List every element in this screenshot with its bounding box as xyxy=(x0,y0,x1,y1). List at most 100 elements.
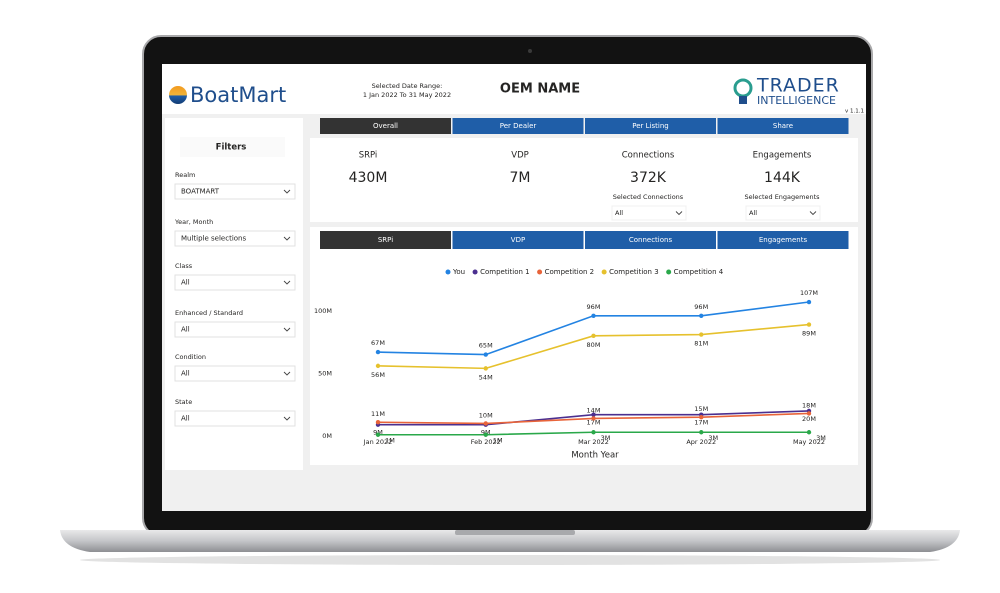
chevron xyxy=(283,327,291,332)
data-point xyxy=(483,366,488,371)
legend-item[interactable]: Competition 4 xyxy=(666,268,724,276)
data-point xyxy=(375,349,381,355)
data-label: 15M xyxy=(694,405,708,413)
data-point xyxy=(591,313,596,318)
data-point xyxy=(699,332,704,337)
data-point xyxy=(699,313,704,318)
data-point xyxy=(806,322,812,327)
kpi-list: SRPi 430M VDP 7M Connections 372K Selected Con… xyxy=(349,151,821,221)
tab[interactable]: SRPi xyxy=(320,231,451,249)
kpi-label: Connections xyxy=(622,151,675,161)
filter-dropdown[interactable]: BOATMART xyxy=(174,183,296,200)
filter-dropdown[interactable]: All xyxy=(174,410,296,427)
dropdown-box xyxy=(174,321,296,338)
kpi-label: Engagements xyxy=(753,151,812,161)
selector-dropdown[interactable]: All xyxy=(745,205,821,221)
brand: BoatMart xyxy=(190,83,286,107)
data-point xyxy=(806,411,812,416)
laptop-base xyxy=(60,530,960,552)
filter-label: State xyxy=(175,398,192,406)
laptop-notch xyxy=(455,530,575,535)
filter-value: All xyxy=(181,370,190,378)
tab-label: VDP xyxy=(511,236,525,244)
tab-label: Per Listing xyxy=(632,122,668,130)
tab-label: Per Dealer xyxy=(500,122,537,130)
selector-value: All xyxy=(749,209,757,217)
dropdown-box xyxy=(174,183,296,200)
legend-label: Competition 1 xyxy=(480,268,530,276)
tab[interactable]: Engagements xyxy=(717,231,849,249)
chart: Month Year 0M 50M 100M Jan 2022 Feb 2022 Mar … xyxy=(314,268,826,461)
tab-bg xyxy=(452,231,584,249)
filter-dropdown[interactable]: Multiple selections xyxy=(174,230,296,247)
filter-label: Enhanced / Standard xyxy=(175,309,243,317)
legend-item[interactable]: You xyxy=(445,268,466,276)
tab[interactable]: Per Dealer xyxy=(452,118,584,134)
filter-label: Year, Month xyxy=(174,218,213,226)
tab-bg xyxy=(585,118,716,134)
logo-icon-base xyxy=(739,96,747,104)
kpi-value: 372K xyxy=(630,170,667,186)
version: v 1.1.1 xyxy=(845,109,864,115)
data-label: 1M xyxy=(493,437,503,445)
data-label: 17M xyxy=(587,419,601,427)
legend-label: Competition 4 xyxy=(674,268,724,276)
chevron xyxy=(283,236,291,241)
chevron xyxy=(283,189,291,194)
legend-label: Competition 3 xyxy=(609,268,659,276)
filter-dropdown[interactable]: All xyxy=(174,321,296,338)
legend-item[interactable]: Competition 3 xyxy=(601,268,659,276)
dropdown-box xyxy=(174,410,296,427)
chevron xyxy=(283,280,291,285)
data-point xyxy=(699,430,704,435)
x-axis-title: Month Year xyxy=(571,451,619,461)
legend-marker xyxy=(472,269,478,275)
chart-panel xyxy=(310,227,858,465)
tab[interactable]: Share xyxy=(717,118,849,134)
legend-label: Competition 2 xyxy=(545,268,595,276)
dropdown-box xyxy=(174,230,296,247)
selector-value: All xyxy=(615,209,623,217)
x-tick-label: Mar 2022 xyxy=(578,438,609,446)
data-point xyxy=(699,415,704,420)
dropdown-box xyxy=(611,205,687,221)
data-label: 107M xyxy=(800,289,818,297)
filter-dropdown[interactable]: All xyxy=(174,365,296,382)
tab[interactable]: Overall xyxy=(320,118,451,134)
data-label: 18M xyxy=(802,401,816,409)
filter-value: All xyxy=(181,326,190,334)
data-point xyxy=(591,412,596,417)
legend-item[interactable]: Competition 2 xyxy=(537,268,594,276)
data-label: 54M xyxy=(479,373,493,381)
data-label: 80M xyxy=(587,341,601,349)
data-label: 17M xyxy=(694,419,708,427)
tab-bg xyxy=(452,118,584,134)
tab-bg xyxy=(585,231,716,249)
tab-bg xyxy=(717,118,849,134)
legend-marker xyxy=(601,269,607,275)
filter-value: Multiple selections xyxy=(181,235,246,243)
tab[interactable]: VDP xyxy=(452,231,584,249)
dropdown-box xyxy=(174,274,296,291)
x-tick-label: Feb 2022 xyxy=(471,438,501,446)
kpi-value: 144K xyxy=(764,170,801,186)
top-tabs: Overall Per Dealer Per Listing Share xyxy=(320,118,849,134)
data-label: 3M xyxy=(601,434,611,442)
data-label: 67M xyxy=(371,339,385,347)
legend-marker xyxy=(666,269,672,275)
legend-marker xyxy=(537,269,543,275)
tab[interactable]: Connections xyxy=(585,231,716,249)
legend-item[interactable]: Competition 1 xyxy=(472,268,530,276)
tab[interactable]: Per Listing xyxy=(585,118,716,134)
kpi-value: 7M xyxy=(510,170,531,186)
tab-bg xyxy=(320,231,451,249)
filter-dropdown[interactable]: All xyxy=(174,274,296,291)
selector-dropdown[interactable]: All xyxy=(611,205,687,221)
legend-marker xyxy=(445,269,451,275)
chart-tabs: SRPi VDP Connections Engagements xyxy=(320,231,849,249)
data-label: 56M xyxy=(371,371,385,379)
selector-label: Selected Engagements xyxy=(744,193,820,201)
filter-value: All xyxy=(181,415,190,423)
date-range: 1 Jan 2022 To 31 May 2022 xyxy=(363,91,451,99)
